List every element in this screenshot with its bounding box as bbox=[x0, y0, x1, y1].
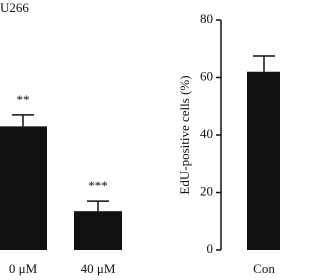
bar bbox=[247, 71, 280, 250]
y-tick-label: 20 bbox=[200, 183, 213, 198]
y-tick-label: 40 bbox=[200, 126, 213, 141]
x-tick-label: 0 μM bbox=[9, 261, 38, 276]
x-tick-label: 40 μM bbox=[81, 261, 116, 276]
chart-title: U266 bbox=[0, 0, 29, 15]
x-tick-label: Con bbox=[253, 261, 275, 276]
annotation: ** bbox=[17, 92, 30, 107]
chart: U266 EdU-positive cells (%) ** 0 μM *** 40 … bbox=[0, 0, 280, 276]
bar bbox=[74, 211, 122, 250]
y-tick-label: 80 bbox=[200, 11, 213, 26]
bar bbox=[0, 126, 47, 250]
y-tick-label: 0 bbox=[207, 241, 214, 256]
y-tick-label: 60 bbox=[200, 68, 213, 83]
annotation: *** bbox=[88, 178, 108, 193]
y-axis-label: EdU-positive cells (%) bbox=[177, 75, 192, 194]
